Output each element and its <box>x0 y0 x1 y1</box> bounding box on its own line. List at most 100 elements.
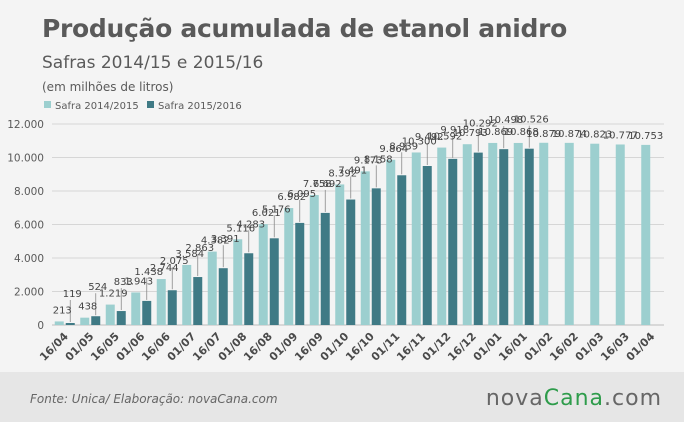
bar-chart: Safra 2014/2015 Safra 2015/2016 0 2.000 4.0… <box>7 101 664 364</box>
x-tick-label: 01/04 <box>624 330 658 364</box>
data-label-2014: 6.021 <box>252 208 281 219</box>
footer: Fonte: Unica/ Elaboração: novaCana.com n… <box>0 372 684 422</box>
y-tick-label: 12.000 <box>7 119 44 131</box>
bar-2014-16-06 <box>156 279 166 325</box>
data-label-2015: 833 <box>114 277 133 288</box>
bar-2014-16-05 <box>105 304 115 325</box>
bar-2014-01-10 <box>335 184 345 325</box>
data-label-2014: 10.869 <box>478 127 513 138</box>
legend-label-0: Safra 2014/2015 <box>55 101 139 112</box>
logo-text-tail: .com <box>604 386 662 411</box>
bar-2015-01-05 <box>91 316 101 325</box>
bar-2014-01-02 <box>539 142 549 325</box>
data-label-2014: 213 <box>53 305 72 316</box>
bar-2014-16-10 <box>360 171 370 325</box>
bar-2014-01-06 <box>131 292 141 325</box>
logo-text-accent: Cana <box>543 386 605 411</box>
data-label-2014: 2.744 <box>150 263 179 274</box>
bar-2015-16-05 <box>116 311 126 325</box>
data-label-2015: 1.438 <box>134 267 163 278</box>
label-leader-lines <box>69 125 530 323</box>
data-label-2014: 438 <box>78 302 97 313</box>
data-label-2014: 10.793 <box>453 128 488 139</box>
bar-2014-16-03 <box>615 144 625 325</box>
bar-2014-16-04 <box>54 321 64 325</box>
bar-2014-01-12 <box>437 147 447 325</box>
y-tick-label: 0 <box>37 320 44 332</box>
bar-2014-16-02 <box>564 142 574 325</box>
data-label-2014: 10.777 <box>603 130 638 141</box>
source-note: Fonte: Unica/ Elaboração: novaCana.com <box>30 392 278 406</box>
bar-2014-01-08 <box>233 239 243 325</box>
bar-2014-01-09 <box>284 208 294 325</box>
bar-2015-16-11 <box>422 166 432 325</box>
x-axis: 16/0401/0516/0501/0616/0601/0716/0701/08… <box>37 330 657 364</box>
bar-2015-01-10 <box>346 199 356 325</box>
data-label-2015: 6.095 <box>287 189 316 200</box>
bar-2014-16-09 <box>309 195 319 325</box>
bar-2015-16-08 <box>269 238 279 325</box>
bars <box>54 142 651 325</box>
bar-2014-01-05 <box>80 317 90 325</box>
legend-label-1: Safra 2015/2016 <box>158 101 242 112</box>
data-label-2015: 9.492 <box>415 132 444 143</box>
bar-2015-16-04 <box>65 323 75 325</box>
bar-2015-01-01 <box>499 149 509 325</box>
bar-2015-16-01 <box>524 148 534 325</box>
data-label-2015: 9.918 <box>440 125 469 136</box>
data-labels: 213 119 438 5241.2198331.9431.4382.7442.075… <box>53 115 664 317</box>
data-label-2014: 1.219 <box>99 289 128 300</box>
data-label-2015: 8.158 <box>364 154 393 165</box>
chart-title: Produção acumulada de etanol anidro <box>42 14 568 43</box>
data-label-2015: 119 <box>63 289 82 300</box>
y-tick-label: 4.000 <box>14 253 44 265</box>
bar-2014-01-03 <box>590 143 600 325</box>
legend-swatch-1 <box>147 101 154 108</box>
data-label-2014: 7.758 <box>303 179 332 190</box>
data-label-2014: 9.173 <box>354 155 383 166</box>
data-label-2014: 10.592 <box>427 132 462 143</box>
chart-unit-label: (em milhões de litros) <box>42 80 174 94</box>
y-tick-label: 8.000 <box>14 186 44 198</box>
data-label-2015: 5.176 <box>262 204 291 215</box>
data-label-2014: 6.982 <box>277 192 306 203</box>
bar-2015-16-10 <box>371 188 381 325</box>
data-label-2014: 10.868 <box>504 127 539 138</box>
data-label-2015: 524 <box>88 282 107 293</box>
logo-text-main: nova <box>485 386 544 411</box>
bar-2014-01-04 <box>641 144 651 325</box>
bar-2014-16-12 <box>462 144 472 325</box>
data-label-2014: 10.879 <box>526 129 561 140</box>
data-label-2015: 2.075 <box>160 256 189 267</box>
grid-lines <box>52 123 664 326</box>
bar-2015-16-07 <box>218 268 228 325</box>
bar-2015-01-09 <box>295 222 305 325</box>
data-label-2014: 3.584 <box>175 249 204 260</box>
y-tick-label: 2.000 <box>14 287 44 299</box>
chart-subtitle: Safras 2014/15 e 2015/16 <box>42 53 264 73</box>
bar-2014-16-08 <box>258 224 268 325</box>
bar-2014-01-11 <box>386 159 396 325</box>
bar-2014-16-07 <box>207 251 217 325</box>
bar-2014-16-01 <box>513 142 523 325</box>
data-label-2015: 3.391 <box>211 234 240 245</box>
data-label-2014: 4.382 <box>201 236 230 247</box>
legend-swatch-0 <box>44 101 51 108</box>
legend: Safra 2014/2015 Safra 2015/2016 <box>44 101 242 112</box>
bar-2015-16-06 <box>167 290 177 325</box>
data-label-2015: 10.526 <box>514 115 549 126</box>
data-label-2015: 8.939 <box>389 141 418 152</box>
data-label-2014: 9.864 <box>379 144 408 155</box>
data-label-2015: 4.283 <box>236 219 265 230</box>
data-label-2015: 6.692 <box>313 179 342 190</box>
bar-2014-01-01 <box>488 142 498 325</box>
data-label-2014: 5.116 <box>226 223 255 234</box>
data-label-2014: 10.874 <box>552 129 587 140</box>
y-tick-label: 10.000 <box>7 153 44 165</box>
bar-2014-01-07 <box>182 264 192 325</box>
data-label-2014: 10.753 <box>628 131 663 142</box>
data-label-2014: 1.943 <box>124 276 153 287</box>
bar-2015-16-09 <box>320 212 330 325</box>
data-label-2014: 8.392 <box>328 168 357 179</box>
